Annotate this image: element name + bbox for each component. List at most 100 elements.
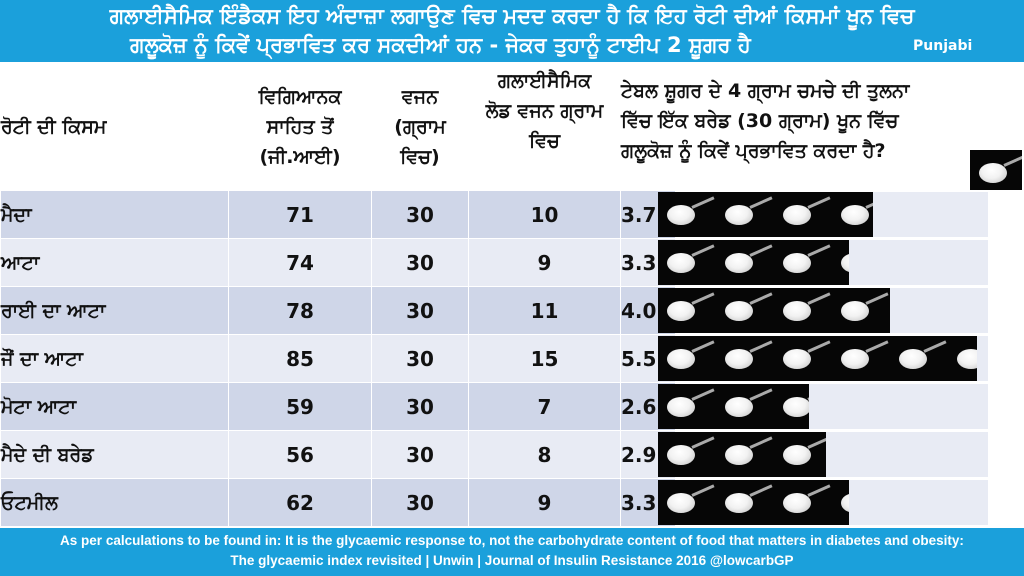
- header-compare-line: ਟੇਬਲ ਸ਼ੂਗਰ ਦੇ 4 ਗ੍ਰਾਮ ਚਮਚੇ ਦੀ ਤੁਲਨਾ: [621, 80, 910, 102]
- spoon-row: [658, 288, 988, 333]
- spoon-row: [658, 384, 988, 429]
- source-footer: As per calculations to be found in: It i…: [0, 528, 1024, 576]
- teaspoon-of-sugar-icon: [832, 336, 890, 381]
- spoon-row-background: [826, 432, 988, 477]
- spoon-row: [658, 480, 988, 525]
- glycaemic-load-cell: 15: [468, 334, 621, 383]
- teaspoon-of-sugar-icon: [658, 336, 716, 381]
- teaspoon-of-sugar-icon: [832, 288, 890, 333]
- teaspoon-of-sugar-icon: [716, 240, 774, 285]
- teaspoon-of-sugar-icon: [774, 240, 832, 285]
- partial-teaspoon-icon: [832, 480, 849, 525]
- teaspoon-of-sugar-icon: [716, 480, 774, 525]
- spoon-row-background: [890, 288, 988, 333]
- spoon-visual-cell: [658, 382, 1024, 431]
- spoon-row-background: [849, 240, 988, 285]
- header-weight-line: (ਗ੍ਰਾਮ: [394, 116, 446, 138]
- partial-teaspoon-icon: [774, 432, 826, 477]
- teaspoon-of-sugar-icon: [716, 192, 774, 237]
- title-banner: ਗਲਾਈਸੈਮਿਕ ਇੰਡੈਕਸ ਇਹ ਅੰਦਾਜ਼ਾ ਲਗਾਉਣ ਵਿਚ ਮਦ…: [0, 0, 1024, 62]
- teaspoon-of-sugar-icon: [716, 432, 774, 477]
- teaspoon-of-sugar-icon: [658, 480, 716, 525]
- header-gi: ਵਿਗਿਆਨਕ ਸਾਹਿਤ ਤੋਂ (ਜੀ.ਆਈ): [228, 63, 372, 191]
- teaspoon-of-sugar-icon: [716, 384, 774, 429]
- gi-cell: 74: [228, 238, 372, 287]
- teaspoon-of-sugar-icon: [832, 240, 849, 285]
- footer-line-2: The glycaemic index revisited | Unwin | …: [230, 553, 794, 568]
- header-gi-line: ਵਿਗਿਆਨਕ: [258, 86, 342, 108]
- table-row: ਓਟਮੀਲ 62 30 9 3.3: [0, 478, 1024, 527]
- teaspoon-of-sugar-icon: [774, 480, 832, 525]
- teaspoon-of-sugar-icon: [658, 288, 716, 333]
- footer-line-1: As per calculations to be found in: It i…: [60, 533, 964, 548]
- bread-type-cell: ਮੈਦੇ ਦੀ ਬਰੇਡ: [0, 430, 229, 479]
- weight-cell: 30: [371, 334, 469, 383]
- weight-cell: 30: [371, 286, 469, 335]
- header-row: ਰੋਟੀ ਦੀ ਕਿਸਮ ਵਿਗਿਆਨਕ ਸਾਹਿਤ ਤੋਂ (ਜੀ.ਆਈ) ਵ…: [0, 63, 1024, 191]
- header-weight: ਵਜਨ (ਗ੍ਰਾਮ ਵਿਚ): [371, 63, 469, 191]
- header-gi-line: ਸਾਹਿਤ ਤੋਂ: [266, 116, 334, 138]
- teaspoon-of-sugar-icon: [658, 240, 716, 285]
- spoon-visual-cell: [658, 430, 1024, 479]
- header-load-line: ਗਲਾਈਸੈਮਿਕ: [497, 70, 592, 92]
- spoon-visual-cell: [658, 238, 1024, 287]
- header-bread-type: ਰੋਟੀ ਦੀ ਕਿਸਮ: [0, 63, 229, 191]
- gi-cell: 78: [228, 286, 372, 335]
- teaspoon-of-sugar-icon: [716, 288, 774, 333]
- bread-type-cell: ਜੌਂ ਦਾ ਆਟਾ: [0, 334, 229, 383]
- table-row: ਮੈਦੇ ਦੀ ਬਰੇਡ 56 30 8 2.9: [0, 430, 1024, 479]
- glycaemic-table: ਰੋਟੀ ਦੀ ਕਿਸਮ ਵਿਗਿਆਨਕ ਸਾਹਿਤ ਤੋਂ (ਜੀ.ਆਈ) ਵ…: [0, 63, 1024, 527]
- header-load-line: ਲੋਡ ਵਜਨ ਗ੍ਰਾਮ: [485, 100, 604, 122]
- teaspoon-of-sugar-icon: [658, 432, 716, 477]
- spoon-row: [658, 192, 988, 237]
- weight-cell: 30: [371, 190, 469, 239]
- table-row: ਰਾਈ ਦਾ ਆਟਾ 78 30 11 4.0: [0, 286, 1024, 335]
- partial-teaspoon-icon: [774, 384, 809, 429]
- bread-type-cell: ਓਟਮੀਲ: [0, 478, 229, 527]
- weight-cell: 30: [371, 382, 469, 431]
- spoon-row: [658, 336, 988, 381]
- teaspoon-of-sugar-icon: [970, 150, 1022, 190]
- glycaemic-load-cell: 9: [468, 238, 621, 287]
- teaspoon-of-sugar-icon: [948, 336, 977, 381]
- spoon-row: [658, 432, 988, 477]
- spoon-visual-cell: [658, 190, 1024, 239]
- glycaemic-load-cell: 7: [468, 382, 621, 431]
- header-weight-line: ਵਜਨ: [401, 86, 439, 108]
- weight-cell: 30: [371, 430, 469, 479]
- teaspoon-of-sugar-icon: [716, 336, 774, 381]
- language-label: Punjabi: [913, 38, 973, 54]
- spoon-visual-cell: [658, 478, 1024, 527]
- spoon-visual-cell: [658, 334, 1024, 383]
- header-comparison: ਟੇਬਲ ਸ਼ੂਗਰ ਦੇ 4 ਗ੍ਰਾਮ ਚਮਚੇ ਦੀ ਤੁਲਨਾ ਵਿੱਚ…: [620, 63, 1024, 191]
- gi-cell: 85: [228, 334, 372, 383]
- header-compare-line: ਵਿੱਚ ਇੱਕ ਬਰੇਡ (30 ਗ੍ਰਾਮ) ਖੂਨ ਵਿੱਚ: [621, 110, 899, 132]
- glycaemic-load-cell: 8: [468, 430, 621, 479]
- teaspoon-of-sugar-icon: [774, 336, 832, 381]
- glycaemic-load-cell: 10: [468, 190, 621, 239]
- header-load-line: ਵਿਚ: [529, 130, 560, 152]
- table-row: ਮੈਦਾ 71 30 10 3.7: [0, 190, 1024, 239]
- gi-cell: 56: [228, 430, 372, 479]
- glycaemic-load-cell: 9: [468, 478, 621, 527]
- teaspoon-of-sugar-icon: [658, 192, 716, 237]
- teaspoon-of-sugar-icon: [774, 288, 832, 333]
- bread-type-cell: ਆਟਾ: [0, 238, 229, 287]
- partial-teaspoon-icon: [948, 336, 977, 381]
- weight-cell: 30: [371, 238, 469, 287]
- spoon-row-background: [809, 384, 988, 429]
- teaspoon-of-sugar-icon: [890, 336, 948, 381]
- spoon-row-background: [977, 336, 988, 381]
- bread-type-cell: ਮੋਟਾ ਆਟਾ: [0, 382, 229, 431]
- gi-cell: 62: [228, 478, 372, 527]
- gi-cell: 71: [228, 190, 372, 239]
- weight-cell: 30: [371, 478, 469, 527]
- spoon-row: [658, 240, 988, 285]
- spoon-visual-cell: [658, 286, 1024, 335]
- gi-cell: 59: [228, 382, 372, 431]
- bread-type-cell: ਰਾਈ ਦਾ ਆਟਾ: [0, 286, 229, 335]
- teaspoon-of-sugar-icon: [774, 192, 832, 237]
- teaspoon-of-sugar-icon: [832, 480, 849, 525]
- header-compare-line: ਗਲੂਕੋਜ਼ ਨੂੰ ਕਿਵੇਂ ਪ੍ਰਭਾਵਿਤ ਕਰਦਾ ਹੈ?: [621, 140, 886, 162]
- teaspoon-of-sugar-icon: [658, 384, 716, 429]
